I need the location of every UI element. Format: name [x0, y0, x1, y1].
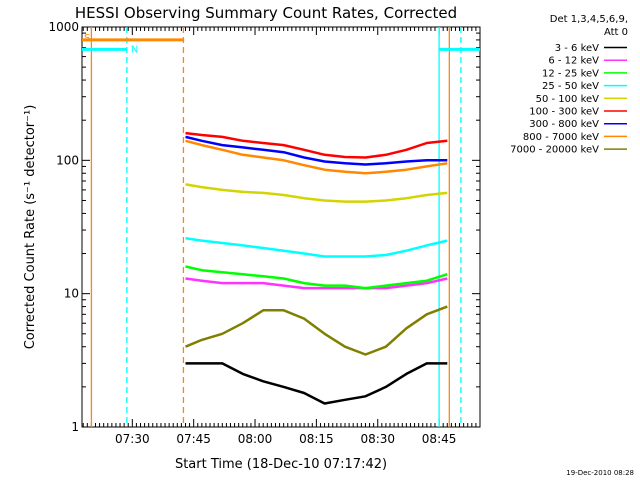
chart-title: HESSI Observing Summary Count Rates, Cor… — [75, 4, 457, 22]
x-tick-label: 07:45 — [176, 432, 211, 446]
series-line — [185, 362, 448, 405]
series-line — [185, 237, 448, 258]
y-tick-label: 10 — [64, 287, 79, 301]
y-tick-label: 1 — [71, 420, 79, 434]
series-line — [185, 265, 448, 290]
series-line — [185, 277, 448, 290]
x-tick-label: 08:15 — [299, 432, 334, 446]
x-tick-label: 08:45 — [422, 432, 457, 446]
y-tick-label: 100 — [56, 153, 79, 167]
saa-flag-label: S — [84, 33, 90, 44]
x-tick-label: 07:30 — [115, 432, 150, 446]
series-line — [185, 183, 448, 203]
x-tick-label: 08:00 — [238, 432, 273, 446]
y-axis-ticks: 1 10 100 1000 — [48, 20, 480, 434]
x-axis-label: Start Time (18-Dec-10 07:17:42) — [175, 457, 387, 472]
legend-label: 300 - 800 keV — [529, 119, 599, 130]
legend-label: 50 - 100 keV — [536, 94, 600, 105]
detector-info-line1: Det 1,3,4,5,6,9, — [550, 14, 628, 25]
legend-label: 25 - 50 keV — [542, 81, 599, 92]
series-group — [185, 131, 448, 405]
series-line — [185, 305, 448, 356]
annotation-lines: SN — [82, 27, 480, 427]
y-axis-label: Corrected Count Rate (s⁻¹ detector⁻¹) — [23, 105, 38, 350]
detector-info-line2: Att 0 — [604, 27, 628, 38]
plot-frame — [81, 26, 481, 428]
legend-label: 12 - 25 keV — [542, 68, 599, 79]
night-flag-label: N — [131, 44, 138, 55]
x-tick-label: 08:30 — [360, 432, 395, 446]
legend-label: 6 - 12 keV — [548, 56, 599, 67]
series-line — [185, 135, 448, 166]
x-axis-ticks: 07:30 07:45 08:00 08:15 08:30 08:45 — [82, 27, 481, 446]
series-line — [185, 139, 448, 175]
legend-label: 800 - 7000 keV — [523, 132, 599, 143]
legend-label: 100 - 300 keV — [529, 107, 599, 118]
y-tick-label: 1000 — [48, 20, 79, 34]
series-line — [185, 131, 448, 159]
legend-label: 3 - 6 keV — [555, 43, 599, 54]
legend-label: 7000 - 20000 keV — [510, 145, 599, 156]
footer-timestamp: 19-Dec-2010 08:28 — [566, 469, 634, 477]
